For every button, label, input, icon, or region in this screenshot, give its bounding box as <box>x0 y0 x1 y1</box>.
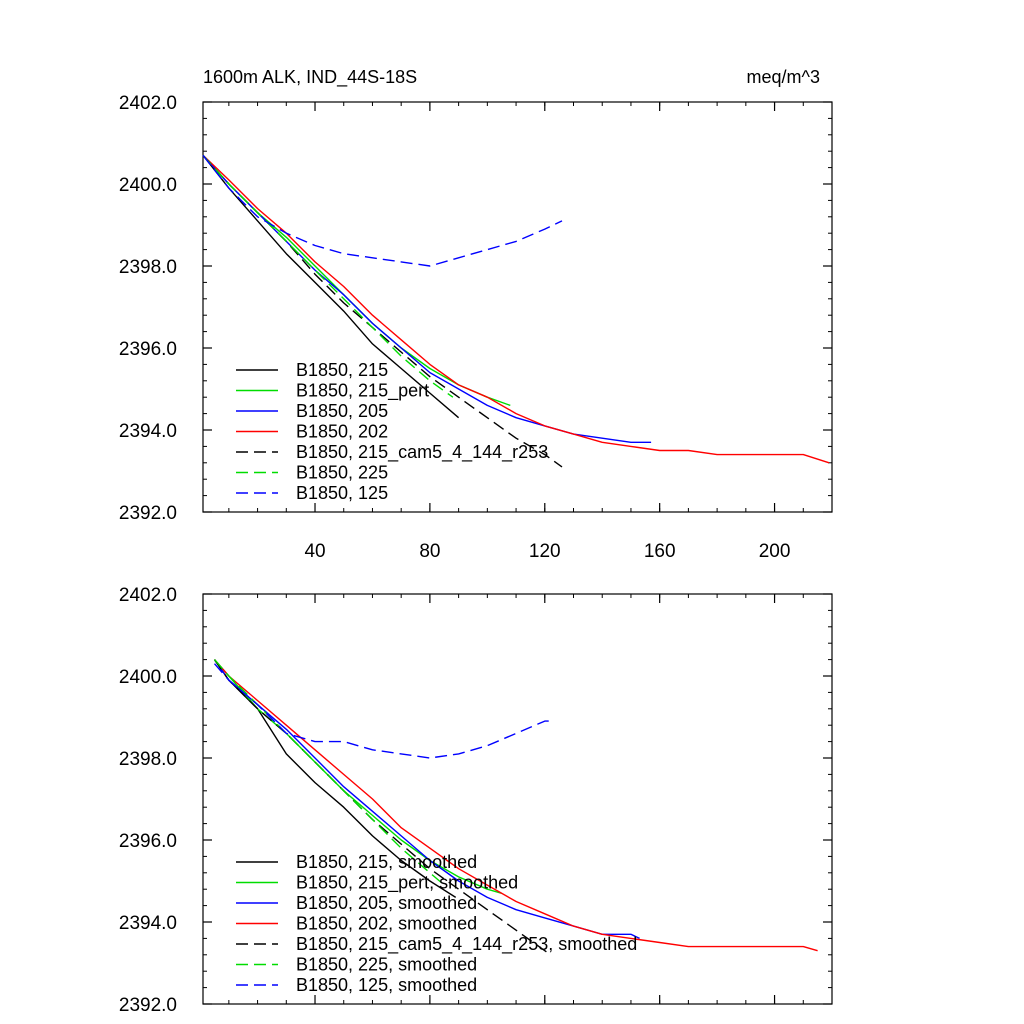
legend-label: B1850, 215_cam5_4_144_r253 <box>296 442 548 463</box>
chart-title: 1600m ALK, IND_44S-18S <box>203 67 417 88</box>
legend-label: B1850, 215_cam5_4_144_r253, smoothed <box>296 934 637 955</box>
series-line <box>202 154 830 464</box>
y-tick-label: 2400.0 <box>119 175 177 196</box>
y-tick-label: 2402.0 <box>119 585 177 606</box>
legend-label: B1850, 125, smoothed <box>296 975 477 995</box>
legend-label: B1850, 205, smoothed <box>296 893 477 913</box>
top-panel: 2392.0 2394.0 2396.0 2398.0 2400.0 2402.0 40 80… <box>119 93 833 562</box>
x-tick-label: 160 <box>644 541 676 562</box>
x-tick-label: 80 <box>419 541 440 562</box>
y-tick-label: 2402.0 <box>119 93 177 114</box>
legend-label: B1850, 125 <box>296 483 388 503</box>
series-line <box>202 154 563 267</box>
y-tick-label: 2394.0 <box>119 421 177 442</box>
legend-label: B1850, 215, smoothed <box>296 852 477 872</box>
y-tick-label: 2392.0 <box>119 995 177 1016</box>
legend-label: B1850, 215_pert, smoothed <box>296 873 518 894</box>
y-tick-label: 2398.0 <box>119 257 177 278</box>
series-line <box>213 659 818 952</box>
y-tick-label: 2394.0 <box>119 913 177 934</box>
y-tick-label: 2396.0 <box>119 339 177 360</box>
y-tick-label: 2392.0 <box>119 503 177 524</box>
series-line <box>202 154 563 468</box>
plot-frame <box>202 593 833 1005</box>
x-tick-label: 40 <box>304 541 325 562</box>
series-line <box>202 154 652 443</box>
legend-label: B1850, 202 <box>296 422 388 442</box>
series-line <box>202 154 460 419</box>
y-tick-label: 2398.0 <box>119 749 177 770</box>
legend-label: B1850, 215_pert <box>296 381 429 402</box>
series-line <box>202 154 454 398</box>
y-tick-label: 2400.0 <box>119 667 177 688</box>
chart-units: meq/m^3 <box>747 67 820 87</box>
x-tick-label: 120 <box>529 541 561 562</box>
legend-label: B1850, 205 <box>296 401 388 421</box>
plot-frame <box>202 101 833 513</box>
legend-label: B1850, 202, smoothed <box>296 914 477 934</box>
legend-label: B1850, 225, smoothed <box>296 955 477 975</box>
y-tick-label: 2396.0 <box>119 831 177 852</box>
bottom-panel: 2392.0 2394.0 2396.0 2398.0 2400.0 2402.0 B185… <box>119 585 833 1016</box>
series-line <box>213 663 551 759</box>
series-line <box>213 659 445 886</box>
legend-label: B1850, 215 <box>296 360 388 380</box>
x-tick-label: 200 <box>759 541 791 562</box>
series-line <box>213 659 551 956</box>
legend-label: B1850, 225 <box>296 463 388 483</box>
